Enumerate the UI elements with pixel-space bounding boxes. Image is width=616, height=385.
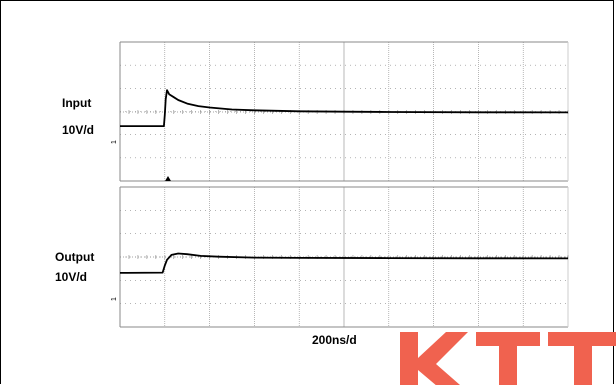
- watermark-letters: [400, 332, 616, 385]
- signal-trace: [120, 89, 569, 127]
- time-scale-label: 200ns/d: [312, 333, 357, 347]
- input-panel: 1: [111, 41, 569, 182]
- watermark-t1-stem: [499, 346, 517, 385]
- watermark-t2-bar: [548, 332, 616, 346]
- output-channel-label: Output: [55, 250, 95, 264]
- output-panel: 1: [111, 186, 569, 328]
- watermark-k-stem: [400, 332, 418, 385]
- signal-trace: [119, 252, 569, 274]
- ground-marker: 1: [111, 140, 118, 144]
- watermark-t1-bar: [476, 332, 540, 346]
- output-scale-label: 10V/d: [55, 270, 88, 284]
- trigger-marker: [165, 176, 171, 181]
- ktt-watermark: [398, 330, 616, 385]
- input-scale-label: 10V/d: [62, 123, 95, 137]
- watermark-k-arms: [418, 332, 468, 385]
- input-channel-label: Input: [62, 96, 92, 110]
- ground-marker: 1: [111, 297, 118, 301]
- watermark-t2-stem: [574, 346, 592, 385]
